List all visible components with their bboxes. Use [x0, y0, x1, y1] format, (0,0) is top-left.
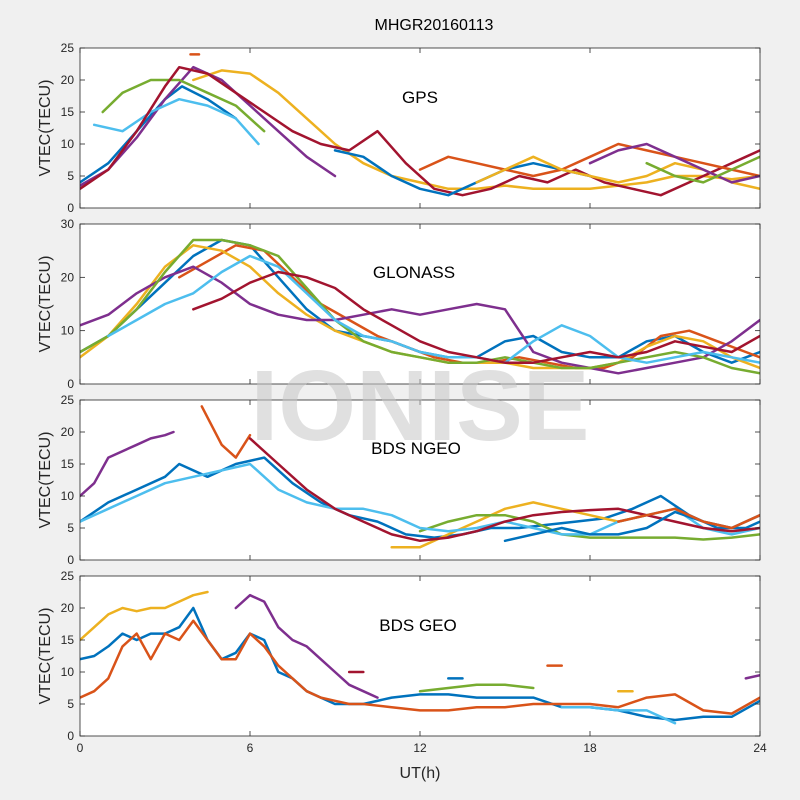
plot-area — [80, 48, 760, 208]
chart-title: MHGR20160113 — [375, 17, 494, 34]
y-tick-label: 10 — [61, 137, 75, 151]
y-tick-label: 0 — [67, 729, 74, 743]
series-group — [80, 405, 760, 549]
y-tick-label: 15 — [61, 633, 75, 647]
series-line-3 — [80, 265, 760, 375]
series-line-10 — [744, 673, 760, 680]
x-tick-label: 0 — [77, 741, 84, 755]
chart-panels: 0 5 10 15 20 25 VTEC(TECU) GPS 0 10 20 30 VTEC(TECU)… — [37, 41, 767, 755]
x-tick-label: 12 — [413, 741, 427, 755]
series-line-7 — [333, 149, 592, 197]
series-line-5 — [560, 705, 677, 725]
series-line-6 — [80, 65, 760, 197]
y-tick-label: 15 — [61, 457, 75, 471]
series-line-4 — [101, 78, 266, 133]
series-line-8 — [617, 507, 760, 530]
y-tick-label: 10 — [61, 324, 75, 338]
watermark: IONISE — [251, 350, 590, 462]
series-line-2 — [390, 501, 648, 549]
y-tick-label: 0 — [67, 377, 74, 391]
y-tick-label: 5 — [67, 697, 74, 711]
x-tick-label: 6 — [247, 741, 254, 755]
series-line-4 — [80, 238, 760, 375]
y-tick-label: 0 — [67, 201, 74, 215]
y-tick-label: 25 — [61, 569, 75, 583]
series-line-11 — [645, 155, 760, 184]
panel-1: 0 10 20 30 VTEC(TECU) GLONASS — [37, 217, 761, 391]
y-tick-label: 20 — [61, 73, 75, 87]
y-tick-label: 25 — [61, 393, 75, 407]
y-axis-label: VTEC(TECU) — [37, 256, 54, 353]
y-tick-label: 20 — [61, 425, 75, 439]
y-tick-label: 25 — [61, 41, 75, 55]
y-tick-label: 10 — [61, 489, 75, 503]
series-line-3 — [80, 430, 175, 498]
y-tick-label: 30 — [61, 217, 75, 231]
series-line-2 — [192, 69, 760, 191]
panel-label: GPS — [402, 88, 438, 107]
y-tick-label: 15 — [61, 105, 75, 119]
panel-label: BDS NGEO — [371, 439, 461, 458]
panel-label: GLONASS — [373, 263, 455, 282]
panel-2: 0 5 10 15 20 25 VTEC(TECU) BDS NGEO — [37, 393, 761, 567]
series-line-6 — [248, 437, 760, 543]
panel-label: BDS GEO — [379, 616, 456, 635]
panel-0: 0 5 10 15 20 25 VTEC(TECU) GPS — [37, 41, 761, 215]
series-line-8 — [418, 142, 760, 178]
x-tick-label: 18 — [583, 741, 597, 755]
y-axis-label: VTEC(TECU) — [37, 80, 54, 177]
series-line-5 — [107, 254, 760, 364]
panel-3: 0 5 10 15 20 25 0 6 12 18 24 VTEC(TECU) BDS GEO — [37, 569, 767, 755]
y-axis-label: VTEC(TECU) — [37, 608, 54, 705]
x-axis-label: UT(h) — [400, 765, 441, 782]
series-line-1 — [80, 619, 760, 715]
series-line-2 — [80, 590, 209, 642]
series-group — [80, 238, 760, 375]
y-tick-label: 5 — [67, 169, 74, 183]
series-line-10 — [588, 142, 760, 184]
series-group — [80, 590, 760, 725]
y-tick-label: 20 — [61, 270, 75, 284]
plot-area — [80, 400, 760, 560]
y-tick-label: 5 — [67, 521, 74, 535]
y-tick-label: 0 — [67, 553, 74, 567]
series-line-5 — [92, 97, 260, 146]
series-line-6 — [192, 270, 760, 364]
series-line-0 — [80, 456, 760, 539]
series-line-4 — [418, 683, 535, 693]
series-line-4 — [418, 513, 760, 541]
y-axis-label: VTEC(TECU) — [37, 432, 54, 529]
y-tick-label: 10 — [61, 665, 75, 679]
series-line-3 — [234, 593, 379, 699]
x-tick-label: 24 — [753, 741, 767, 755]
series-line-1 — [200, 405, 252, 459]
series-group — [80, 53, 760, 197]
y-tick-label: 20 — [61, 601, 75, 615]
